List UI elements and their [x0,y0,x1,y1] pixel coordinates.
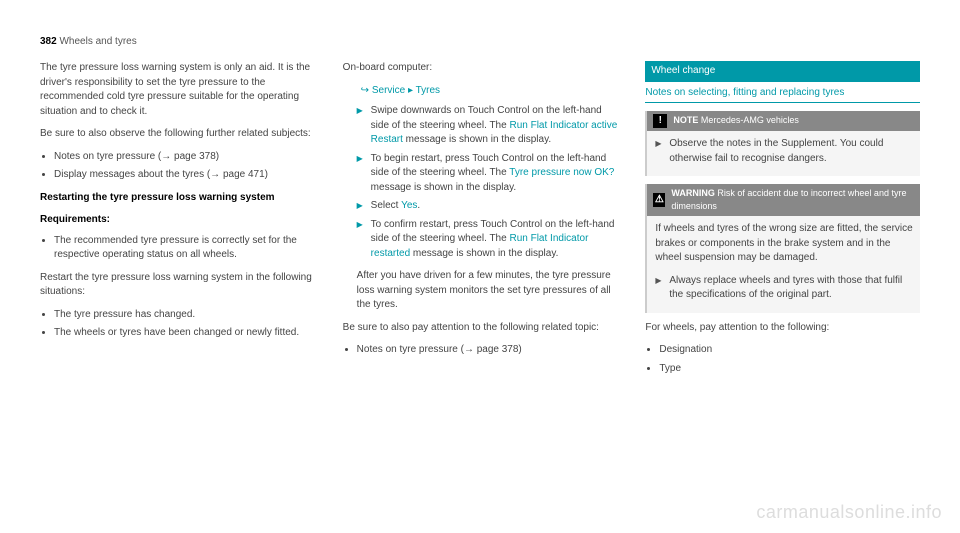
chevron-icon: ▸ [408,85,416,96]
warning-body: If wheels and tyres of the wrong size ar… [655,222,914,266]
step-item: Select Yes. [357,199,618,214]
list-item: The recommended tyre pressure is correct… [54,234,315,263]
arrow-icon: ↪ [361,85,372,96]
list-item: Observe the notes in the Supplement. You… [655,137,914,166]
column-2: On-board computer: ↪ Service ▸ Tyres Swi… [343,61,618,384]
exclamation-icon: ! [653,114,667,128]
col2-bullets: Notes on tyre pressure (→ page 378) [343,343,618,358]
note-header: ! NOTE Mercedes-AMG vehicles [647,111,920,131]
step-post: . [417,200,420,211]
column-3: Wheel change Notes on selecting, fitting… [645,61,920,384]
col1-bullets-3: The tyre pressure has changed. The wheel… [40,308,315,341]
page-header: 382 Wheels and tyres [40,36,920,47]
breadcrumb-service: Service [372,85,405,96]
col1-observe: Be sure to also observe the following fu… [40,127,315,142]
warning-items: Always replace wheels and tyres with tho… [655,274,914,303]
step-post: message is shown in the display. [410,248,558,259]
warning-label: WARNING [671,188,715,198]
col1-intro: The tyre pressure loss warning system is… [40,61,315,119]
col2-steps: Swipe downwards on Touch Control on the … [343,104,618,261]
col3-wheels-text: For wheels, pay attention to the followi… [645,321,920,336]
list-item: The tyre pressure has changed. [54,308,315,323]
list-item: Always replace wheels and tyres with tho… [655,274,914,303]
list-item: Type [659,362,920,377]
col2-onboard: On-board computer: [343,61,618,76]
step-item: To begin restart, press Touch Control on… [357,152,618,196]
step-text: Select [371,200,401,211]
col1-bullets-2: The recommended tyre pressure is correct… [40,234,315,263]
list-item: Notes on tyre pressure (→ page 378) [357,343,618,358]
note-box: ! NOTE Mercedes-AMG vehicles Observe the… [645,111,920,176]
step-teal: Yes [401,200,417,211]
step-post: message is shown in the display. [371,182,516,193]
page-container: 382 Wheels and tyres The tyre pressure l… [0,0,960,404]
subsection-notes-link: Notes on selecting, fitting and replacin… [645,86,920,104]
note-label: NOTE [673,115,698,125]
col2-related: Be sure to also pay attention to the fol… [343,321,618,336]
page-number: 382 [40,36,57,47]
section-title-wheel-change: Wheel change [645,61,920,82]
col1-heading-requirements: Requirements: [40,213,315,228]
list-item: Designation [659,343,920,358]
list-item: The wheels or tyres have been changed or… [54,326,315,341]
col1-bullets-1: Notes on tyre pressure (→ page 378) Disp… [40,150,315,183]
step-item: To confirm restart, press Touch Control … [357,218,618,262]
list-item: Notes on tyre pressure (→ page 378) [54,150,315,165]
header-section: Wheels and tyres [59,36,136,47]
col3-bullets: Designation Type [645,343,920,376]
note-items: Observe the notes in the Supplement. You… [655,137,914,166]
col2-after-steps: After you have driven for a few minutes,… [357,269,618,313]
column-1: The tyre pressure loss warning system is… [40,61,315,384]
note-title: Mercedes-AMG vehicles [701,115,799,125]
step-teal: Tyre pressure now OK? [509,167,614,178]
warning-header: ⚠ WARNING Risk of accident due to incorr… [647,184,920,216]
warning-box: ⚠ WARNING Risk of accident due to incorr… [645,184,920,313]
breadcrumb-tyres: Tyres [416,85,440,96]
step-post: message is shown in the display. [403,134,551,145]
warning-triangle-icon: ⚠ [653,193,665,207]
col1-restart-text: Restart the tyre pressure loss warning s… [40,271,315,300]
watermark-text: carmanualsonline.info [756,502,942,523]
list-item: Display messages about the tyres (→ page… [54,168,315,183]
col1-heading-restart: Restarting the tyre pressure loss warnin… [40,191,315,206]
step-item: Swipe downwards on Touch Control on the … [357,104,618,148]
menu-breadcrumb: ↪ Service ▸ Tyres [361,84,618,99]
content-columns: The tyre pressure loss warning system is… [40,61,920,384]
